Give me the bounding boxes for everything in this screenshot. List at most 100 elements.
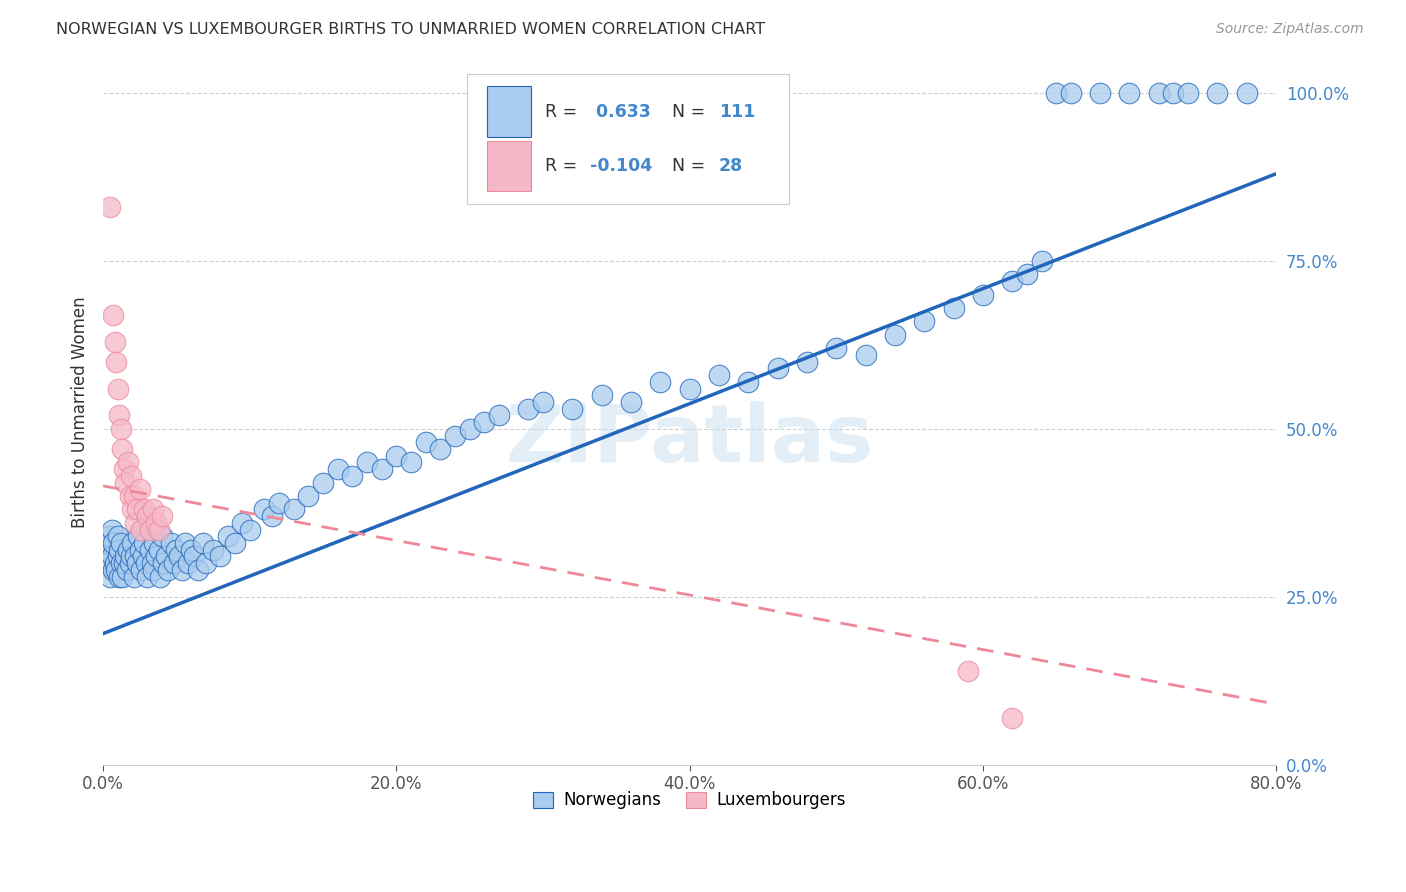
Point [152, 556, 174, 570]
Point [107, 529, 129, 543]
Point [1118, 86, 1140, 100]
Point [110, 556, 132, 570]
Point [121, 536, 143, 550]
Point [114, 475, 136, 490]
Point [103, 563, 125, 577]
Point [122, 569, 145, 583]
Point [488, 409, 510, 423]
Text: Source: ZipAtlas.com: Source: ZipAtlas.com [1216, 22, 1364, 37]
Point [415, 435, 437, 450]
Point [260, 509, 283, 524]
Point [129, 563, 152, 577]
Point [1206, 86, 1229, 100]
Point [129, 523, 152, 537]
Point [98, 556, 121, 570]
Point [155, 549, 177, 564]
Point [737, 375, 759, 389]
Point [162, 556, 184, 570]
Point [766, 361, 789, 376]
Point [297, 489, 319, 503]
Point [125, 556, 148, 570]
Point [224, 536, 246, 550]
Point [132, 549, 155, 564]
Point [1060, 86, 1083, 100]
Point [115, 563, 138, 577]
Point [883, 327, 905, 342]
Point [1031, 254, 1053, 268]
Point [561, 401, 583, 416]
Point [180, 542, 202, 557]
Point [148, 523, 170, 537]
Point [187, 563, 209, 577]
Point [1015, 268, 1038, 282]
Point [143, 536, 166, 550]
Point [108, 569, 131, 583]
Point [191, 536, 214, 550]
Point [283, 502, 305, 516]
Point [141, 556, 163, 570]
Point [231, 516, 253, 530]
Point [118, 489, 141, 503]
Point [385, 449, 408, 463]
Point [165, 542, 187, 557]
Point [111, 569, 134, 583]
Text: 0.633: 0.633 [591, 103, 651, 120]
Point [149, 569, 172, 583]
Point [142, 502, 165, 516]
Text: ZIPatlas: ZIPatlas [506, 401, 873, 479]
Point [125, 502, 148, 516]
FancyBboxPatch shape [467, 74, 789, 204]
Point [112, 556, 135, 570]
Text: NORWEGIAN VS LUXEMBOURGER BIRTHS TO UNMARRIED WOMEN CORRELATION CHART: NORWEGIAN VS LUXEMBOURGER BIRTHS TO UNMA… [56, 22, 765, 37]
Point [108, 409, 131, 423]
Point [127, 529, 149, 543]
Point [103, 536, 125, 550]
Point [458, 422, 481, 436]
Point [707, 368, 730, 383]
Point [139, 523, 162, 537]
Point [156, 563, 179, 577]
Point [356, 455, 378, 469]
Point [942, 301, 965, 315]
Point [855, 348, 877, 362]
Point [429, 442, 451, 456]
Point [150, 509, 173, 524]
Point [531, 395, 554, 409]
Point [110, 536, 132, 550]
Point [120, 549, 142, 564]
Point [142, 563, 165, 577]
Point [107, 549, 129, 564]
Point [620, 395, 643, 409]
Point [169, 549, 191, 564]
Point [134, 502, 156, 516]
Point [104, 556, 127, 570]
Text: 111: 111 [718, 103, 755, 120]
Point [150, 529, 173, 543]
Point [145, 549, 167, 564]
Point [174, 536, 197, 550]
Point [172, 563, 194, 577]
Point [399, 455, 422, 469]
Point [312, 475, 335, 490]
Point [124, 549, 146, 564]
Text: 28: 28 [718, 157, 744, 175]
Point [678, 382, 700, 396]
Point [100, 200, 122, 214]
Point [136, 569, 159, 583]
Text: N =: N = [672, 157, 711, 175]
Point [121, 502, 143, 516]
Point [239, 523, 262, 537]
Point [444, 428, 467, 442]
Point [114, 549, 136, 564]
Point [134, 536, 156, 550]
Point [796, 354, 818, 368]
Point [128, 482, 150, 496]
Point [139, 542, 162, 557]
Point [1236, 86, 1258, 100]
Point [217, 529, 239, 543]
Bar [486, 87, 531, 137]
Point [94, 542, 117, 557]
Text: R =: R = [546, 103, 583, 120]
Point [98, 529, 121, 543]
Point [100, 569, 122, 583]
